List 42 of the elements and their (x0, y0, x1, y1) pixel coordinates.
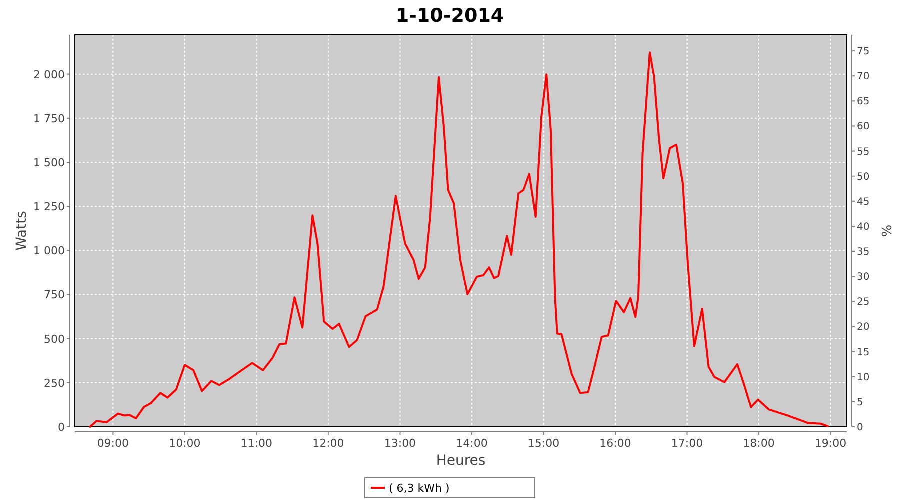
y2-tick-label: 0 (857, 422, 864, 434)
y2-tick-label: 40 (857, 222, 870, 233)
x-tick-label: 15:00 (528, 437, 560, 450)
x-tick-label: 09:00 (97, 437, 130, 450)
y-tick-label: 1 000 (34, 244, 65, 258)
y-tick-label: 1 250 (34, 200, 65, 214)
y2-tick-label: 55 (857, 146, 870, 158)
y2-tick-label: 70 (857, 72, 870, 83)
y2-tick-label: 10 (857, 372, 870, 384)
y-tick-label: 500 (44, 332, 65, 346)
y2-tick-label: 35 (857, 247, 870, 258)
y-tick-label: 2 000 (34, 68, 65, 82)
y2-tick-label: 65 (857, 96, 870, 108)
legend-label: ( 6,3 kWh ) (389, 482, 450, 495)
x-tick-label: 17:00 (671, 437, 704, 450)
y2-tick-label: 20 (857, 322, 870, 334)
x-tick-label: 11:00 (240, 437, 273, 450)
x-tick-label: 14:00 (456, 437, 488, 450)
x-axis-title: Heures (436, 453, 486, 469)
y2-tick-label: 15 (857, 347, 870, 358)
y-tick-label: 0 (58, 421, 65, 434)
y2-tick-label: 25 (857, 297, 870, 308)
y-tick-label: 750 (44, 288, 65, 302)
y-tick-label: 1 500 (34, 156, 65, 170)
x-tick-label: 10:00 (169, 437, 201, 450)
y-tick-label: 250 (44, 376, 65, 390)
y2-axis-title: % (878, 224, 893, 238)
x-tick-label: 19:00 (814, 437, 847, 450)
chart-title: 1-10-2014 (396, 5, 504, 27)
y2-tick-label: 75 (857, 46, 870, 58)
x-tick-label: 12:00 (312, 437, 344, 450)
y2-tick-label: 50 (857, 172, 870, 183)
y2-tick-label: 60 (857, 122, 870, 133)
line-series (89, 52, 829, 428)
y2-tick-label: 5 (857, 397, 864, 408)
y2-tick-label: 45 (857, 196, 870, 208)
x-tick-label: 18:00 (743, 437, 775, 450)
y-axis-title: Watts (14, 211, 30, 251)
y-tick-label: 1 750 (34, 112, 65, 126)
x-tick-label: 13:00 (384, 437, 416, 450)
y2-tick-label: 30 (857, 272, 870, 284)
x-tick-label: 16:00 (600, 437, 632, 450)
